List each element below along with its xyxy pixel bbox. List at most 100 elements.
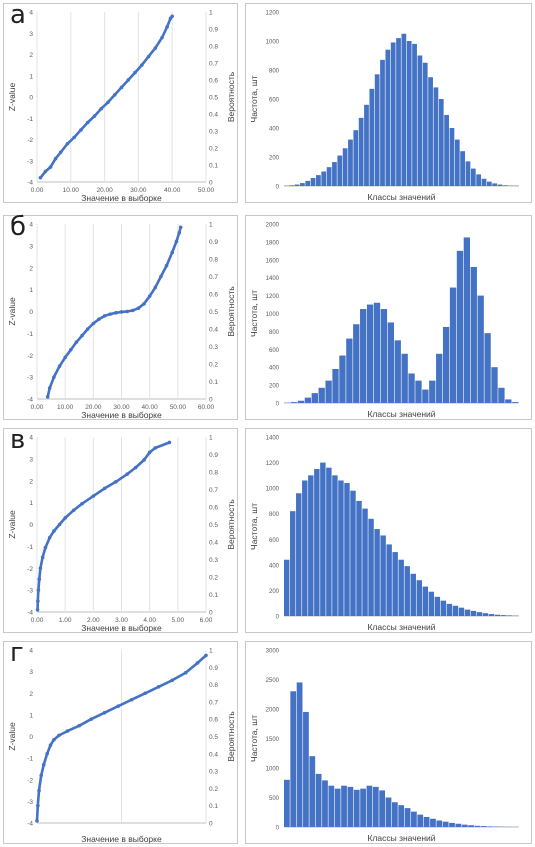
qq-point: [52, 737, 56, 742]
qq-point: [106, 100, 110, 105]
qq-point: [36, 599, 40, 603]
qq-point: [36, 588, 41, 592]
qq-point: [63, 516, 67, 520]
histogram-bar: [362, 508, 368, 616]
y-tick-label: 600: [269, 348, 280, 354]
histogram-bar: [297, 400, 305, 403]
histogram-bar: [422, 62, 428, 186]
y2-tick-label: 0.5: [209, 95, 218, 102]
panel-b-qq: 0.00 10.00 20.00 30.00 40.00 50.00 60.00 -4 -3 -2…: [3, 212, 238, 420]
histogram-bar: [326, 167, 332, 186]
y-tick-label: 0: [276, 185, 280, 191]
qq-point: [125, 472, 129, 476]
histogram-bar: [488, 614, 495, 616]
y2-tick-label: 0.4: [209, 540, 218, 547]
y2-tick-label: 1: [209, 648, 213, 655]
y2-tick-label: 0: [209, 180, 213, 187]
histogram-bar: [481, 178, 487, 186]
histogram-bar: [449, 128, 455, 186]
y2-tick-label: 0: [209, 397, 213, 404]
panel-a-hist: 0 200 400 600 800 1000 1200 Классы значений Част…: [245, 3, 532, 203]
y2-axis-title: Вероятность: [226, 711, 236, 762]
histogram-bar: [482, 613, 489, 616]
histogram-bar: [342, 148, 348, 186]
histogram-bar: [498, 387, 505, 403]
histogram-bar: [360, 788, 366, 827]
y2-tick-label: 0.4: [209, 751, 218, 758]
chart-d-hist: 0 500 1000 1500 2000 2500 3000 Классы значений Ч…: [249, 649, 519, 843]
qq-point: [170, 14, 174, 19]
qq-point: [58, 150, 63, 155]
qq-point: [119, 310, 124, 314]
qq-point: [92, 114, 97, 118]
x-tick-label: 20.00: [85, 404, 102, 411]
y2-tick-label: 0.7: [209, 274, 218, 281]
histogram-bar: [289, 185, 295, 186]
y-tick-label: 0: [29, 734, 33, 741]
qq-point: [112, 93, 117, 97]
y-tick-label: 1: [29, 500, 33, 507]
y-tick-label: 1500: [266, 737, 280, 743]
histogram-bar: [364, 104, 369, 186]
qq-point: [35, 819, 39, 823]
y-tick-label: -3: [27, 375, 33, 382]
x-axis-title: Значение в выборке: [81, 193, 162, 203]
histogram-bar: [398, 805, 405, 827]
qq-point: [142, 302, 146, 306]
histogram-bar: [486, 181, 492, 186]
y-tick-label: 400: [269, 366, 280, 372]
histogram-bar: [332, 368, 339, 403]
qq-point: [41, 762, 46, 767]
x-axis-title: Классы значений: [367, 192, 435, 202]
histogram-bar: [446, 603, 453, 616]
panel-label-b: б: [10, 212, 27, 242]
y2-tick-label: 0.7: [209, 61, 218, 68]
histogram-bar: [358, 117, 364, 186]
histogram-bar: [290, 402, 298, 403]
y2-tick-label: 0.8: [209, 470, 218, 477]
qq-point: [38, 566, 43, 571]
y-tick-label: -3: [27, 158, 33, 165]
qq-point: [204, 653, 208, 658]
qq-point: [36, 803, 40, 808]
histogram-bar: [341, 785, 347, 827]
qq-point: [102, 314, 107, 318]
histogram-bar: [318, 387, 325, 403]
y2-tick-label: 0.8: [209, 682, 218, 689]
histogram-bar: [436, 820, 443, 827]
y-tick-label: 0: [276, 402, 280, 408]
histogram-bar: [449, 822, 455, 827]
y-tick-label: -3: [27, 588, 33, 595]
y-axis-title: Частота, шт: [249, 75, 259, 122]
histogram-bar: [368, 518, 374, 616]
histogram-bar: [353, 324, 360, 403]
histogram-bar: [284, 779, 290, 827]
qq-point: [40, 555, 45, 560]
qq-point: [80, 333, 84, 338]
histogram-bar: [470, 168, 476, 186]
qq-point: [65, 729, 70, 733]
qq-point: [47, 386, 52, 390]
histogram-bar: [463, 237, 471, 403]
y-tick-label: 2: [29, 265, 33, 272]
histogram-bar: [491, 367, 498, 403]
qq-point: [147, 450, 152, 455]
y-tick-label: -4: [27, 821, 33, 828]
qq-point: [35, 608, 40, 612]
qq-point: [39, 773, 44, 778]
y-tick-label: -4: [27, 610, 33, 617]
histogram-bar: [476, 174, 482, 186]
histogram-bar: [428, 591, 435, 616]
x-tick-label: 1.00: [59, 617, 72, 624]
histogram-bar: [380, 309, 388, 403]
qq-point: [74, 340, 79, 344]
histogram-bar: [477, 295, 484, 403]
x-tick-label: 0.00: [31, 187, 44, 194]
histogram-bar: [350, 490, 356, 616]
y-tick-label: -2: [27, 353, 33, 360]
y-tick-label: -1: [27, 756, 33, 763]
x-tick-label: 2.00: [87, 617, 100, 624]
y-tick-label: 4: [29, 10, 33, 17]
y-tick-label: 1: [29, 73, 33, 80]
histogram-bar: [417, 55, 423, 186]
